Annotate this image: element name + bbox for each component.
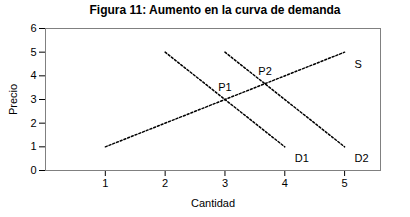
svg-text:S: S — [355, 58, 362, 70]
svg-text:P2: P2 — [258, 65, 271, 77]
svg-text:D1: D1 — [295, 152, 309, 164]
svg-text:D2: D2 — [355, 152, 369, 164]
svg-text:P1: P1 — [218, 81, 231, 93]
svg-text:1: 1 — [30, 140, 36, 152]
svg-text:6: 6 — [30, 22, 36, 34]
svg-text:5: 5 — [30, 46, 36, 58]
svg-text:0: 0 — [30, 164, 36, 176]
html-text:Figura 11: Aumento en la curva: Figura 11: Aumento en la curva de demand… — [89, 3, 341, 17]
svg-text:Cantidad: Cantidad — [191, 197, 235, 209]
svg-text:5: 5 — [342, 177, 348, 189]
svg-text:Precio: Precio — [7, 84, 19, 115]
svg-text:2: 2 — [30, 117, 36, 129]
svg-text:3: 3 — [222, 177, 228, 189]
svg-text:3: 3 — [30, 93, 36, 105]
svg-text:4: 4 — [30, 69, 36, 81]
svg-text:1: 1 — [102, 177, 108, 189]
svg-text:4: 4 — [282, 177, 288, 189]
svg-text:2: 2 — [162, 177, 168, 189]
